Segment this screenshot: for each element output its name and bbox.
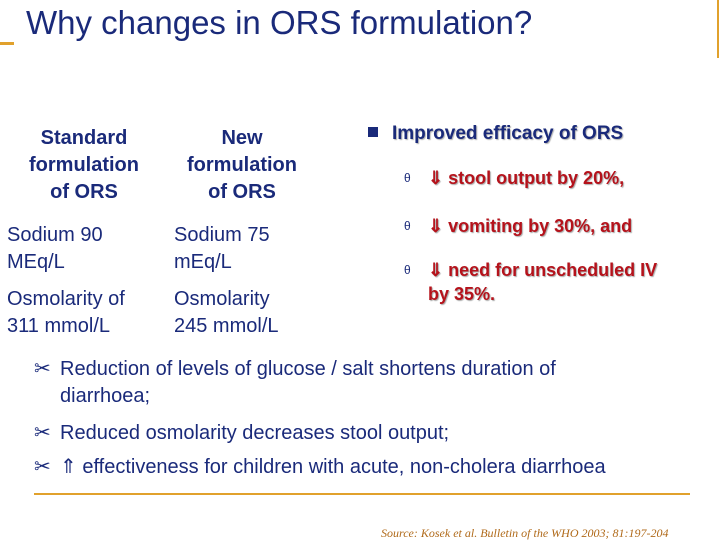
efficacy-heading-text: Improved efficacy of ORS [392, 123, 624, 144]
bullet-text: ⇑ effectiveness for children with acute,… [60, 456, 606, 478]
scissors-icon: ✂ [34, 422, 51, 444]
efficacy-item: θ ⇓ stool output by 20%, [404, 166, 624, 190]
efficacy-heading: Improved efficacy of ORS [368, 123, 623, 145]
new-sodium-cell: Sodium 75 mEq/L [174, 224, 270, 273]
slide-title: Why changes in ORS formulation? [26, 4, 533, 41]
efficacy-item-continuation: by 35%. [428, 284, 496, 304]
scissors-icon: ✂ [34, 358, 51, 380]
efficacy-item-text: ⇓ vomiting by 30%, and [428, 216, 633, 236]
bullet-item: ✂ Reduction of levels of glucose / salt s… [34, 356, 556, 383]
efficacy-item-text: ⇓ need for unscheduled IV [428, 260, 658, 280]
bullet-item: ✂ ⇑ effectiveness for children with acute… [34, 454, 606, 481]
standard-formulation-header: Standard formulation of ORS [29, 127, 139, 203]
efficacy-item-text: ⇓ stool output by 20%, [428, 168, 625, 188]
new-osmolarity-cell: Osmolarity 245 mmol/L [174, 288, 279, 337]
title-accent-line [0, 42, 14, 45]
standard-osmolarity-cell: Osmolarity of 311 mmol/L [7, 288, 125, 337]
new-formulation-header: New formulation of ORS [187, 127, 297, 203]
bottom-divider [34, 493, 690, 495]
efficacy-item: θ ⇓ need for unscheduled IV [404, 258, 657, 282]
theta-bullet-icon: θ [404, 263, 411, 277]
theta-bullet-icon: θ [404, 171, 411, 185]
square-bullet-icon [368, 127, 378, 137]
standard-sodium-cell: Sodium 90 MEq/L [7, 224, 103, 273]
bullet-text: Reduced osmolarity decreases stool outpu… [60, 422, 450, 444]
right-accent-line [717, 0, 719, 58]
bullet-text: Reduction of levels of glucose / salt sh… [60, 358, 556, 380]
efficacy-item: θ ⇓ vomiting by 30%, and [404, 214, 632, 238]
bullet-item: ✂ Reduced osmolarity decreases stool outp… [34, 420, 449, 447]
scissors-icon: ✂ [34, 456, 51, 478]
bullet-item-continuation: diarrhoea; [60, 385, 151, 407]
theta-bullet-icon: θ [404, 219, 411, 233]
source-citation: Source: Kosek et al. Bulletin of the WHO… [381, 526, 669, 540]
